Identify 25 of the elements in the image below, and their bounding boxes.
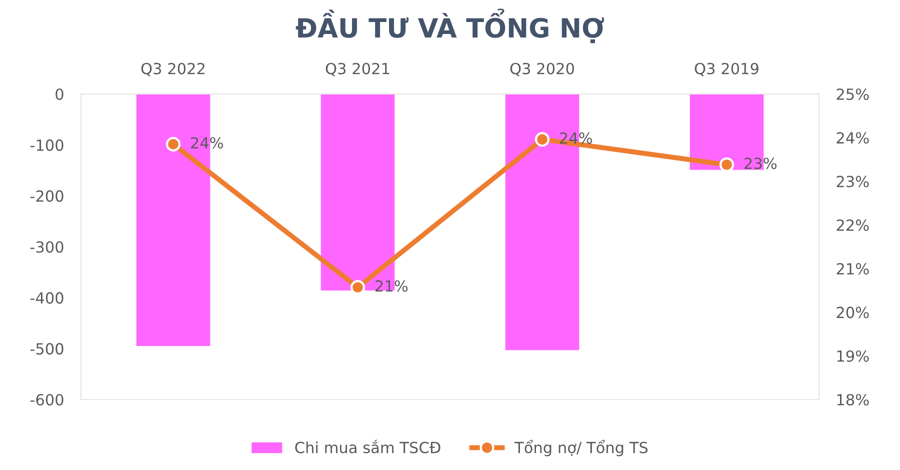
x-tick-label: Q3 2022 — [141, 62, 204, 76]
y2-tick-label: 19% — [837, 350, 869, 362]
y-tick-label: -200 — [30, 190, 64, 202]
y-tick-label: -400 — [30, 292, 64, 304]
x-tick-label: Q3 2020 — [510, 62, 574, 76]
y-tick-label: -500 — [30, 343, 64, 355]
y-tick-label: 0 — [56, 88, 64, 100]
y2-tick-label: 21% — [836, 263, 869, 275]
y-tick-label: -300 — [30, 241, 64, 253]
x-tick-label: Q3 2019 — [694, 62, 758, 76]
legend-label: Tổng nợ/ Tổng TS — [514, 440, 648, 456]
y2-tick-label: 24% — [836, 132, 869, 144]
y2-tick-label: 23% — [836, 176, 869, 188]
point — [719, 157, 734, 172]
y2-tick-label: 25% — [836, 88, 869, 100]
y2-tick-label: 18% — [837, 394, 869, 406]
y2-tick-label: 22% — [836, 219, 869, 231]
y2-tick-label: 20% — [836, 306, 869, 318]
point — [166, 136, 181, 152]
x-tick-label: Q3 2021 — [326, 62, 390, 76]
chart-title: ĐẦU TƯ VÀ TỔNG NỢ — [296, 8, 604, 44]
y-tick-label: -100 — [30, 139, 64, 151]
y-tick-label: -600 — [30, 394, 64, 406]
legend-label: Chi mua sắm TSCĐ — [295, 440, 440, 454]
point — [534, 132, 550, 147]
